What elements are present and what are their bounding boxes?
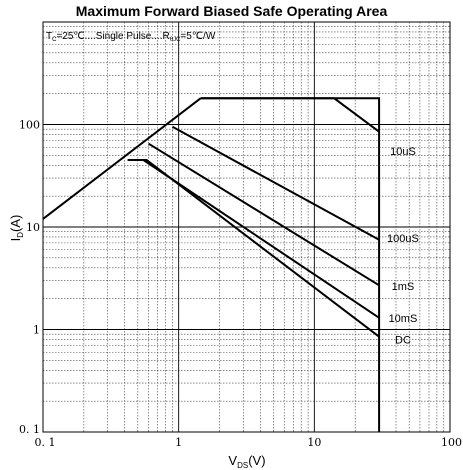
tc-label: T <box>46 31 52 42</box>
y-axis-label: ID(A) <box>8 215 25 242</box>
x-tick-label: 10 <box>307 436 321 449</box>
series-line-dc <box>127 159 380 338</box>
series-label-1ms: 1mS <box>392 281 415 293</box>
series-label-dc: DC <box>395 334 411 346</box>
chart-title: Maximum Forward Biased Safe Operating Ar… <box>75 3 388 19</box>
rth-value: =5℃/W <box>180 31 215 42</box>
series-labels: 10uS 100uS 1mS 10mS DC <box>387 146 419 346</box>
y-tick-label: 10 <box>26 221 40 234</box>
y-tick-label: 1 <box>33 324 40 337</box>
x-tick-label: 0. 1 <box>35 436 56 449</box>
series-label-10us: 10uS <box>390 146 416 158</box>
conditions-annotation: TC=25℃....Single Pulse....RθJC=5℃/W <box>46 31 216 43</box>
plot-frame <box>42 21 451 433</box>
series-line-1ms <box>148 142 380 287</box>
tc-value: =25℃ <box>56 31 84 42</box>
tick-labels: 0. 1 1 10 100 1 10 100 0. 1 <box>19 119 462 450</box>
rth-sub: θJC <box>170 37 181 43</box>
x-tick-label: 1 <box>175 436 182 449</box>
x-axis-label: VDS(V) <box>228 453 265 470</box>
series-line-10us <box>200 97 380 133</box>
y-tick-label-min: 0. 1 <box>19 423 40 436</box>
x-tick-label: 100 <box>441 436 462 449</box>
grid-major <box>43 22 450 432</box>
y-tick-label: 100 <box>19 119 40 132</box>
series-group <box>42 97 381 432</box>
rds-on-limit-line <box>42 97 202 220</box>
series-label-10ms: 10mS <box>389 313 418 325</box>
tc-sub: C <box>52 37 57 43</box>
rth-label: R <box>163 31 170 42</box>
series-line-100us <box>172 125 380 241</box>
pulse-label: Single Pulse <box>96 31 152 42</box>
series-label-100us: 100uS <box>387 233 419 245</box>
